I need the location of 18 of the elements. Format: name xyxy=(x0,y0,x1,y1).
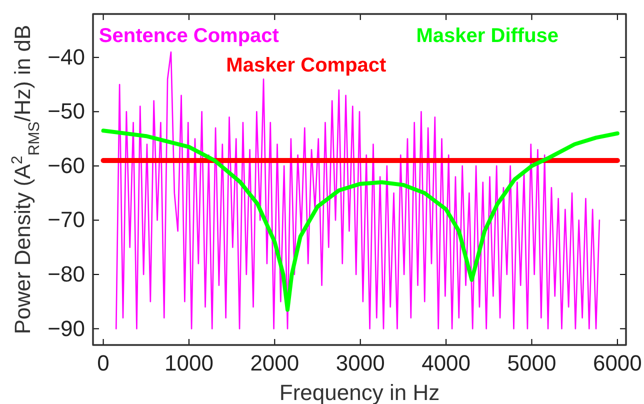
x-tick-label: 5000 xyxy=(507,350,556,376)
y-tick-label: −50 xyxy=(48,98,85,124)
text: Masker Compact xyxy=(226,54,387,77)
x-tick-label: 6000 xyxy=(592,350,642,376)
y-tick-label: −60 xyxy=(48,152,85,178)
x-tick-label: 1000 xyxy=(164,350,214,376)
series-label: Sentence Compact xyxy=(98,24,280,47)
y-tick-label: −40 xyxy=(48,44,85,70)
line-series xyxy=(101,128,620,312)
text: Masker Diffuse xyxy=(416,24,559,47)
y-tick-label: −80 xyxy=(48,262,85,286)
y-tick-label: −90 xyxy=(48,316,85,341)
line-series xyxy=(115,51,600,330)
x-tick-label: 4000 xyxy=(422,350,471,376)
x-tick-label: 3000 xyxy=(336,350,385,376)
x-tick-label: 2000 xyxy=(250,350,300,376)
x-tick-label: 0 xyxy=(97,350,110,376)
y-tick-label: −70 xyxy=(48,207,85,232)
